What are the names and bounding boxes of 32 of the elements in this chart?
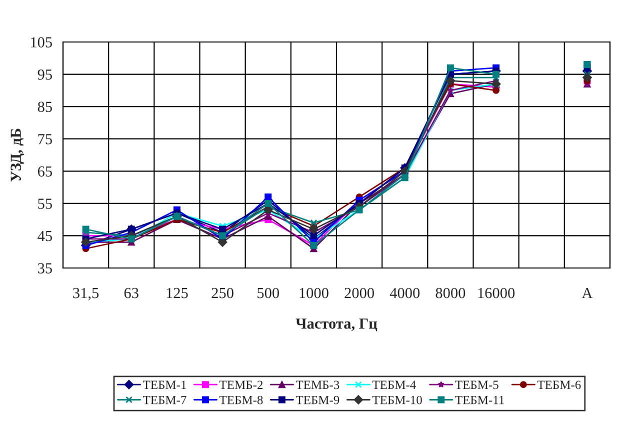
- x-axis-title: Частота, Гц: [296, 318, 378, 332]
- x-tick-label: 31,5: [73, 288, 99, 300]
- y-tick-label: 85: [38, 102, 52, 112]
- y-tick-label: 55: [38, 198, 52, 209]
- y-tick-label: 105: [31, 37, 52, 48]
- legend-label: ТЕМБ-3: [296, 380, 340, 390]
- legend-label: ТЕБМ-7: [142, 396, 186, 404]
- legend-label: ТЕМБ-2: [219, 380, 263, 389]
- legend-label: ТЕБМ-9: [296, 396, 340, 404]
- x-tick-label: A: [582, 288, 593, 298]
- y-tick-label: 45: [38, 230, 52, 242]
- legend-label: ТЕБМ-8: [219, 396, 263, 404]
- legend-label: ТЕБМ-4: [372, 380, 416, 389]
- x-tick-label: 2000: [344, 288, 374, 298]
- x-tick-label: 8000: [436, 288, 466, 298]
- legend-label: ТЕБМ-6: [537, 380, 581, 390]
- x-tick-label: 250: [212, 288, 234, 298]
- x-tick-label: 500: [258, 288, 279, 298]
- x-tick-label: 16000: [478, 288, 515, 298]
- x-tick-label: 125: [166, 288, 188, 298]
- y-tick-label: 75: [38, 134, 52, 144]
- legend-label: ТЕБМ-5: [455, 380, 498, 390]
- x-tick-label: 1000: [300, 288, 328, 298]
- x-tick-label: 63: [124, 288, 138, 298]
- y-axis-title: УЗД, дБ: [10, 128, 24, 182]
- y-tick-label: 65: [38, 166, 52, 177]
- legend-label: ТЕБМ-1: [142, 380, 186, 389]
- legend-label: ТЕБМ-10: [372, 396, 422, 404]
- y-tick-label: 95: [38, 69, 52, 80]
- y-tick-label: 35: [38, 263, 52, 274]
- legend-label: ТЕБМ-11: [455, 396, 504, 404]
- x-tick-label: 4000: [390, 288, 420, 298]
